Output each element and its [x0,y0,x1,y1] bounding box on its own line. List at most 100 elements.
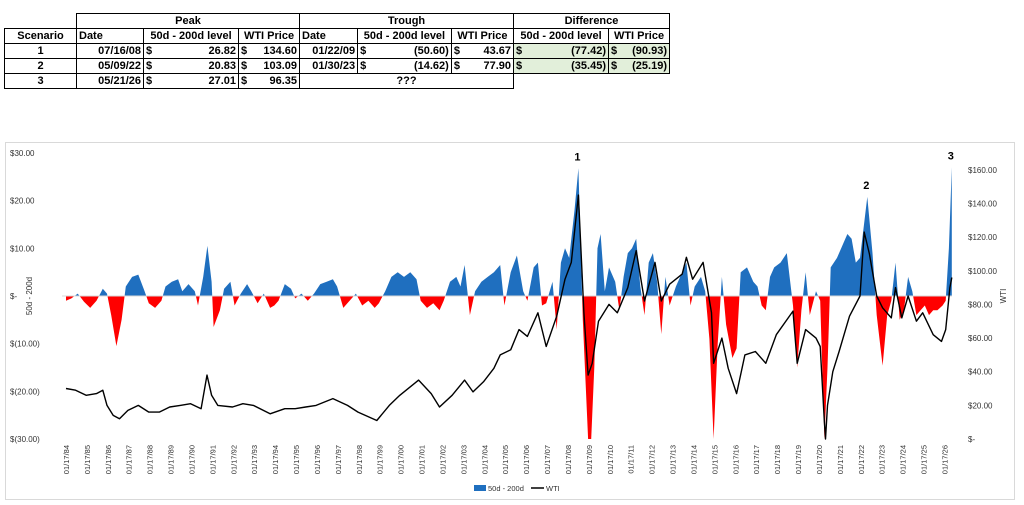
col-header-diff-wti: WTI Price [608,28,670,44]
scenario-cell: 1 [4,43,77,59]
currency-symbol: $ [241,45,248,57]
trough-level-cell: $ (14.62) [357,58,452,74]
x-tick-label: 01/17/23 [878,445,887,474]
value: (25.19) [632,60,667,72]
right-tick-label: $160.00 [968,166,997,175]
x-tick-label: 01/17/24 [899,445,908,474]
table-row: 2 05/09/22 $20.83 $103.09 01/30/23 $ (14.… [4,58,670,74]
currency-symbol: $ [146,60,153,72]
value: (90.93) [632,45,667,57]
col-header-peak-wti: WTI Price [238,28,300,44]
x-tick-label: 01/17/20 [815,445,824,474]
x-tick-label: 01/17/00 [397,445,406,474]
value: 77.90 [483,60,511,72]
value: 26.82 [208,45,236,57]
x-tick-label: 01/17/21 [836,445,845,474]
right-tick-label: $60.00 [968,334,993,343]
x-tick-label: 01/17/96 [313,445,322,474]
x-tick-label: 01/17/92 [229,445,238,474]
x-tick-label: 01/17/12 [648,445,657,474]
x-tick-label: 01/17/10 [606,445,615,474]
x-tick-label: 01/17/26 [941,445,950,474]
col-header-trough-date: Date [298,28,359,44]
peak-wti-cell: $96.35 [238,73,300,89]
x-tick-label: 01/17/08 [564,445,573,474]
x-tick-label: 01/17/18 [773,445,782,474]
annotation-label: 3 [948,150,954,162]
trough-wti-cell: $77.90 [450,58,515,74]
x-tick-label: 01/17/15 [710,445,719,474]
x-tick-label: 01/17/97 [334,445,343,474]
annotation-label: 2 [863,180,869,192]
currency-symbol: $ [241,75,248,87]
diff-wti-cell: $ (90.93) [608,43,670,59]
value: (14.62) [413,60,449,72]
value: 103.09 [263,60,297,72]
left-tick-label: $(20.00) [10,387,40,396]
diff-level-cell: $ (35.45) [513,58,609,74]
unknown-trough-cell: ??? [299,73,514,89]
annotation-label: 1 [574,151,580,163]
currency-symbol: $ [516,60,523,72]
currency-symbol: $ [360,45,367,57]
x-tick-label: 01/17/06 [522,445,531,474]
negative-area [66,296,952,439]
x-tick-label: 01/17/89 [167,445,176,474]
legend-label-line: WTI [546,484,560,493]
currency-symbol: $ [146,45,153,57]
value: (50.60) [413,45,449,57]
x-tick-label: 01/17/09 [585,445,594,474]
right-tick-label: $20.00 [968,401,993,410]
x-tick-label: 01/17/98 [355,445,364,474]
x-tick-label: 01/17/94 [271,445,280,474]
peak-date-cell: 05/21/26 [76,73,144,89]
x-tick-label: 01/17/19 [794,445,803,474]
scenario-cell: 3 [4,73,77,89]
currency-symbol: $ [241,60,248,72]
col-header-peak-date: Date [76,28,144,44]
value: (77.42) [571,45,606,57]
column-header-row: Scenario Date 50d - 200d level WTI Price… [4,28,670,44]
peak-wti-cell: $134.60 [238,43,300,59]
currency-symbol: $ [611,60,618,72]
left-tick-label: $20.00 [10,197,35,206]
x-tick-label: 01/17/02 [439,445,448,474]
trough-wti-cell: $43.67 [450,43,515,59]
x-tick-label: 01/17/87 [125,445,134,474]
peak-date-cell: 05/09/22 [76,58,144,74]
x-tick-label: 01/17/05 [501,445,510,474]
left-tick-label: $(10.00) [10,340,40,349]
col-header-peak-level: 50d - 200d level [143,28,239,44]
currency-symbol: $ [360,60,367,72]
peak-level-cell: $27.01 [143,73,239,89]
x-tick-label: 01/17/14 [690,445,699,474]
x-tick-label: 01/17/11 [627,445,636,474]
left-axis-title: 50d - 200d [25,277,34,315]
x-tick-label: 01/17/88 [146,445,155,474]
x-tick-label: 01/17/03 [459,445,468,474]
legend-swatch-area [474,485,486,491]
x-tick-label: 01/17/99 [376,445,385,474]
value: 96.35 [269,75,297,87]
peak-level-cell: $26.82 [143,43,239,59]
currency-symbol: $ [453,60,460,72]
x-tick-label: 01/17/91 [208,445,217,474]
x-tick-label: 01/17/86 [104,445,113,474]
table-row: 3 05/21/26 $27.01 $96.35 ??? [4,73,670,89]
wti-line [65,194,953,440]
col-header-scenario: Scenario [4,28,77,44]
right-axis-title: WTI [999,289,1008,304]
left-tick-label: $- [10,292,17,301]
x-tick-label: 01/17/25 [920,445,929,474]
x-tick-label: 01/17/04 [480,445,489,474]
diff-wti-cell: $ (25.19) [608,58,670,74]
right-tick-label: $100.00 [968,267,997,276]
x-tick-label: 01/17/90 [188,445,197,474]
scenario-table: Peak Trough Difference Scenario Date 50d… [4,13,670,89]
peak-group-header: Peak [76,13,300,29]
right-tick-label: $40.00 [968,368,993,377]
left-tick-label: $(30.00) [10,435,40,444]
currency-symbol: $ [611,45,618,57]
x-tick-label: 01/17/95 [292,445,301,474]
x-tick-label: 01/17/17 [752,445,761,474]
